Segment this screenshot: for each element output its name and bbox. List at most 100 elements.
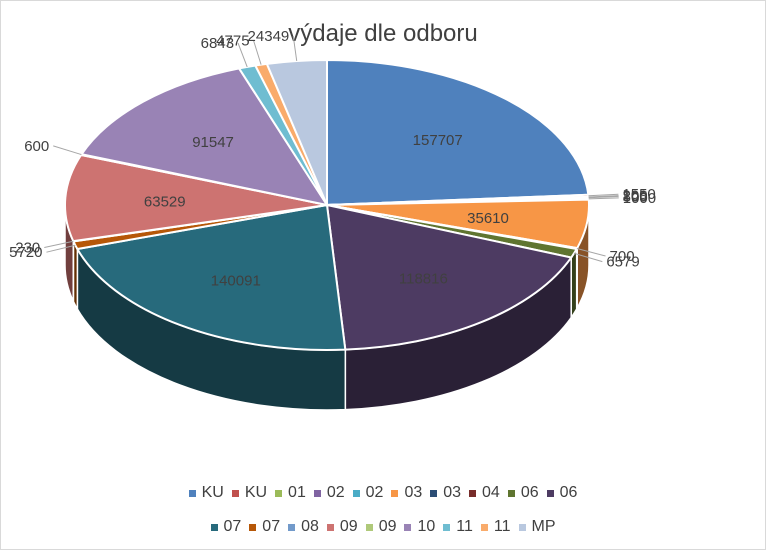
legend: KU KU 01 02 02 03 03 04 06 06 07 07 08 09 09 10 11 11 MP (0, 476, 766, 544)
data-label-7: 700 (610, 248, 635, 265)
legend-label: 08 (301, 518, 319, 535)
legend-swatch (507, 489, 515, 497)
legend-swatch (288, 523, 296, 531)
pie-slice-13 (64, 153, 328, 243)
legend-item: MP (518, 518, 556, 536)
legend-swatch (231, 489, 239, 497)
data-label-12: 230 (15, 240, 40, 257)
leader-line-12 (44, 240, 74, 249)
leader-line-17 (253, 40, 262, 65)
legend-item: 08 (288, 518, 319, 536)
pie-side-walls (64, 204, 590, 411)
legend-item: 04 (469, 484, 500, 502)
legend-row: 07 07 08 09 09 10 11 11 MP (0, 510, 766, 544)
legend-item: 03 (430, 484, 461, 502)
pie-slice-18 (265, 58, 328, 206)
legend-item: 11 (480, 518, 511, 536)
legend-swatch (352, 489, 360, 497)
legend-label: 10 (417, 518, 436, 535)
legend-label: 06 (559, 484, 578, 501)
data-label-2: 200 (623, 188, 648, 205)
data-label-14: 600 (24, 138, 49, 155)
leader-line-2 (588, 195, 619, 198)
legend-label: KU (244, 484, 268, 501)
chart-title: výdaje dle odboru (288, 20, 478, 47)
legend-swatch (275, 489, 283, 497)
legend-swatch (480, 523, 488, 531)
legend-item: 11 (443, 518, 473, 536)
legend-swatch (210, 523, 218, 531)
legend-label: 03 (404, 484, 423, 501)
legend-item: KU (231, 484, 268, 502)
legend-swatch (430, 489, 438, 497)
legend-label: 11 (456, 518, 473, 535)
legend-label: 04 (482, 484, 500, 501)
legend-label: 07 (223, 518, 242, 535)
legend-swatch (249, 523, 257, 531)
legend-label: KU (201, 484, 224, 501)
legend-item: 07 (210, 518, 242, 536)
pie-slice-10 (75, 203, 347, 351)
legend-label: 02 (326, 484, 345, 501)
data-label-10: 140091 (211, 272, 261, 289)
pie-slice-15 (79, 67, 330, 207)
leader-line-4 (588, 197, 619, 200)
legend-swatch (443, 523, 451, 531)
data-label-4: 1000 (623, 190, 656, 207)
legend-item: 06 (507, 484, 539, 502)
data-label-5: 35610 (467, 210, 509, 227)
legend-item: 03 (391, 484, 422, 502)
legend-swatch (518, 523, 526, 531)
data-label-13: 63529 (144, 193, 186, 210)
leader-line-1 (588, 193, 619, 197)
legend-swatch (326, 523, 334, 531)
leader-line-14 (53, 145, 82, 156)
data-label-8: 6579 (606, 254, 639, 271)
pie-slice-9 (325, 203, 573, 351)
legend-swatch (469, 489, 477, 497)
legend-swatch (365, 523, 373, 531)
legend-row: KU KU 01 02 02 03 03 04 06 06 (0, 476, 766, 510)
data-label-9: 118816 (399, 270, 448, 287)
legend-swatch (313, 489, 321, 497)
legend-label: 07 (262, 518, 281, 535)
leader-line-16 (237, 42, 248, 68)
legend-swatch (404, 523, 412, 531)
legend-label: 06 (520, 484, 539, 501)
pie-side-8 (570, 246, 578, 320)
data-label-3: 805 (623, 188, 648, 205)
legend-item: 10 (404, 518, 435, 536)
pie-top-faces (64, 58, 590, 351)
legend-item: 07 (249, 518, 280, 536)
legend-swatch (391, 489, 399, 497)
legend-item: 09 (326, 518, 358, 536)
pie-slice-0 (326, 58, 590, 207)
leader-line-7 (576, 248, 606, 257)
legend-label: 03 (443, 484, 462, 501)
legend-item: 09 (365, 518, 397, 536)
leader-line-11 (46, 244, 76, 253)
legend-item: 02 (313, 484, 345, 502)
legend-item: 01 (275, 484, 306, 502)
leader-line-18 (292, 36, 298, 62)
legend-label: 02 (365, 484, 384, 501)
legend-swatch (188, 489, 196, 497)
data-label-15: 91547 (192, 134, 234, 151)
data-label-18: 24349 (248, 28, 290, 45)
legend-label: 11 (493, 518, 511, 535)
data-label-16: 6843 (201, 35, 234, 52)
legend-label: MP (531, 518, 556, 535)
leader-line-3 (588, 195, 619, 199)
leader-line-8 (573, 252, 603, 263)
legend-item: 02 (352, 484, 384, 502)
legend-swatch (546, 489, 554, 497)
data-label-11: 5720 (9, 244, 42, 261)
data-label-0: 157707 (413, 132, 463, 149)
legend-label: 09 (339, 518, 358, 535)
legend-label: 09 (378, 518, 397, 535)
data-label-17: 4775 (216, 32, 249, 49)
legend-item: KU (188, 484, 224, 502)
data-label-1: 1550 (622, 186, 655, 203)
